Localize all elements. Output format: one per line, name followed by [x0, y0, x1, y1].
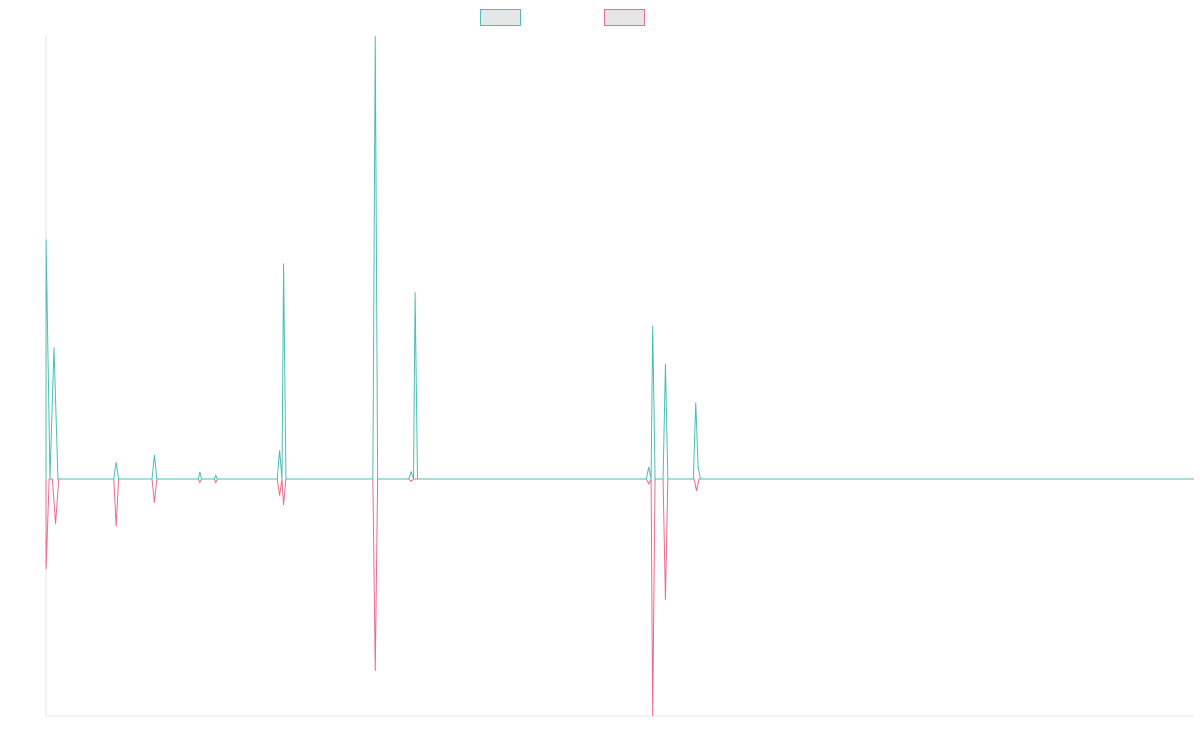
series-line-2[interactable] [45, 478, 1194, 717]
legend-swatch-2[interactable] [604, 9, 645, 26]
legend[interactable] [480, 9, 645, 26]
series-layer [45, 35, 1194, 717]
legend-swatch-1[interactable] [480, 9, 521, 26]
series-line-1[interactable] [45, 35, 1194, 480]
